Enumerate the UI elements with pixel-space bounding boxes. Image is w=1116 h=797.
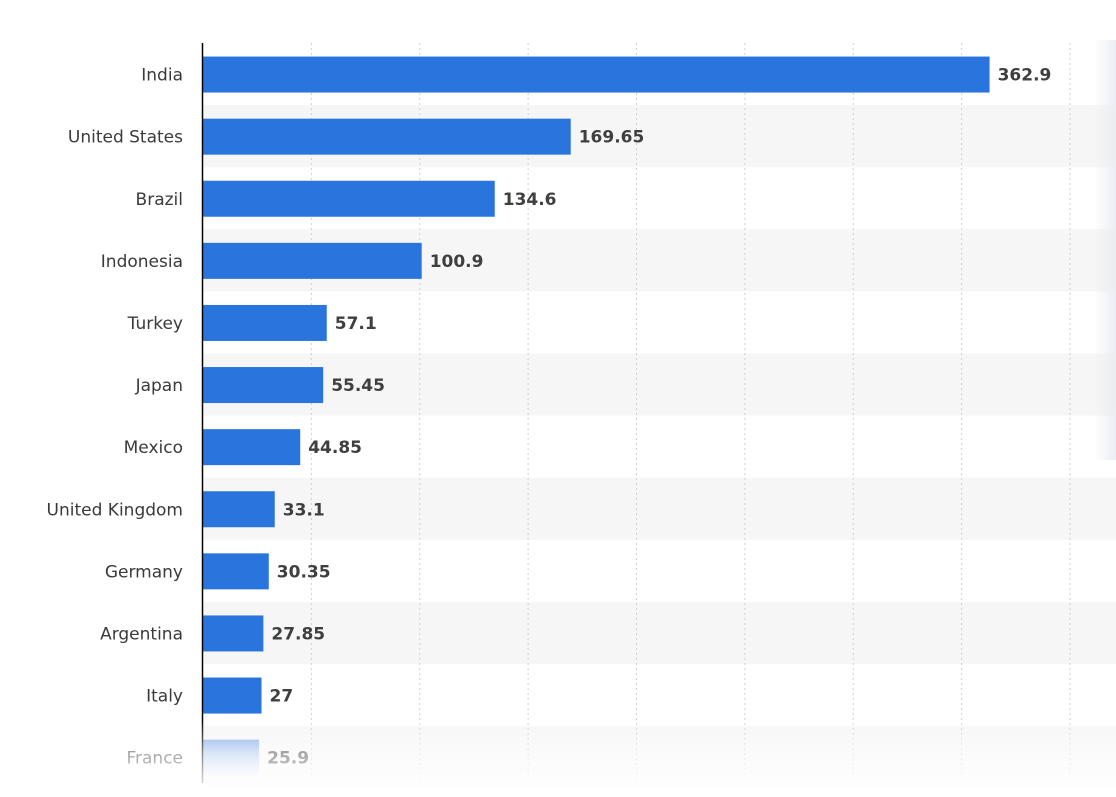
category-label: Turkey bbox=[127, 314, 183, 334]
category-label: Japan bbox=[135, 376, 183, 396]
value-label: 55.45 bbox=[331, 376, 385, 396]
bar-argentina[interactable] bbox=[203, 615, 264, 652]
category-label: Argentina bbox=[100, 624, 183, 644]
value-label: 362.9 bbox=[998, 66, 1052, 86]
category-label: Italy bbox=[146, 687, 183, 707]
row-band bbox=[203, 477, 1116, 540]
bar-united-states[interactable] bbox=[203, 118, 571, 155]
value-labels-group: 362.9 169.65 134.6 100.9 57.1 55.45 44.85 33.1 3… bbox=[267, 66, 1051, 769]
row-band bbox=[203, 353, 1116, 416]
bar-mexico[interactable] bbox=[203, 429, 301, 466]
bar-united-kingdom[interactable] bbox=[203, 491, 275, 528]
value-label: 134.6 bbox=[503, 190, 557, 210]
bar-germany[interactable] bbox=[203, 553, 269, 590]
bar-turkey[interactable] bbox=[203, 304, 327, 341]
value-label: 30.35 bbox=[277, 562, 331, 582]
category-label: Germany bbox=[105, 562, 183, 582]
value-label: 33.1 bbox=[283, 500, 325, 520]
category-label: France bbox=[126, 749, 183, 769]
value-label: 100.9 bbox=[430, 252, 484, 272]
category-labels-group: India United States Brazil Indonesia Turkey J… bbox=[47, 66, 184, 769]
value-label: 27.85 bbox=[271, 624, 325, 644]
category-label: United Kingdom bbox=[47, 500, 183, 520]
bar-india[interactable] bbox=[203, 56, 990, 93]
value-label: 27 bbox=[270, 687, 294, 707]
gridlines bbox=[310, 43, 1071, 783]
category-label: Mexico bbox=[124, 438, 183, 458]
bar-japan[interactable] bbox=[203, 367, 324, 404]
value-label: 169.65 bbox=[579, 128, 645, 148]
value-label: 44.85 bbox=[308, 438, 362, 458]
bar-italy[interactable] bbox=[203, 677, 262, 714]
row-band bbox=[203, 726, 1116, 789]
category-label: Brazil bbox=[136, 190, 183, 210]
category-label: Indonesia bbox=[101, 252, 183, 272]
bar-brazil[interactable] bbox=[203, 180, 495, 217]
bar-france[interactable] bbox=[203, 739, 260, 776]
row-band bbox=[203, 601, 1116, 664]
category-label: United States bbox=[68, 128, 183, 148]
value-label: 57.1 bbox=[335, 314, 377, 334]
bars-group bbox=[203, 56, 990, 776]
value-label: 25.9 bbox=[267, 749, 309, 769]
category-label: India bbox=[141, 66, 183, 86]
bar-indonesia[interactable] bbox=[203, 242, 422, 279]
